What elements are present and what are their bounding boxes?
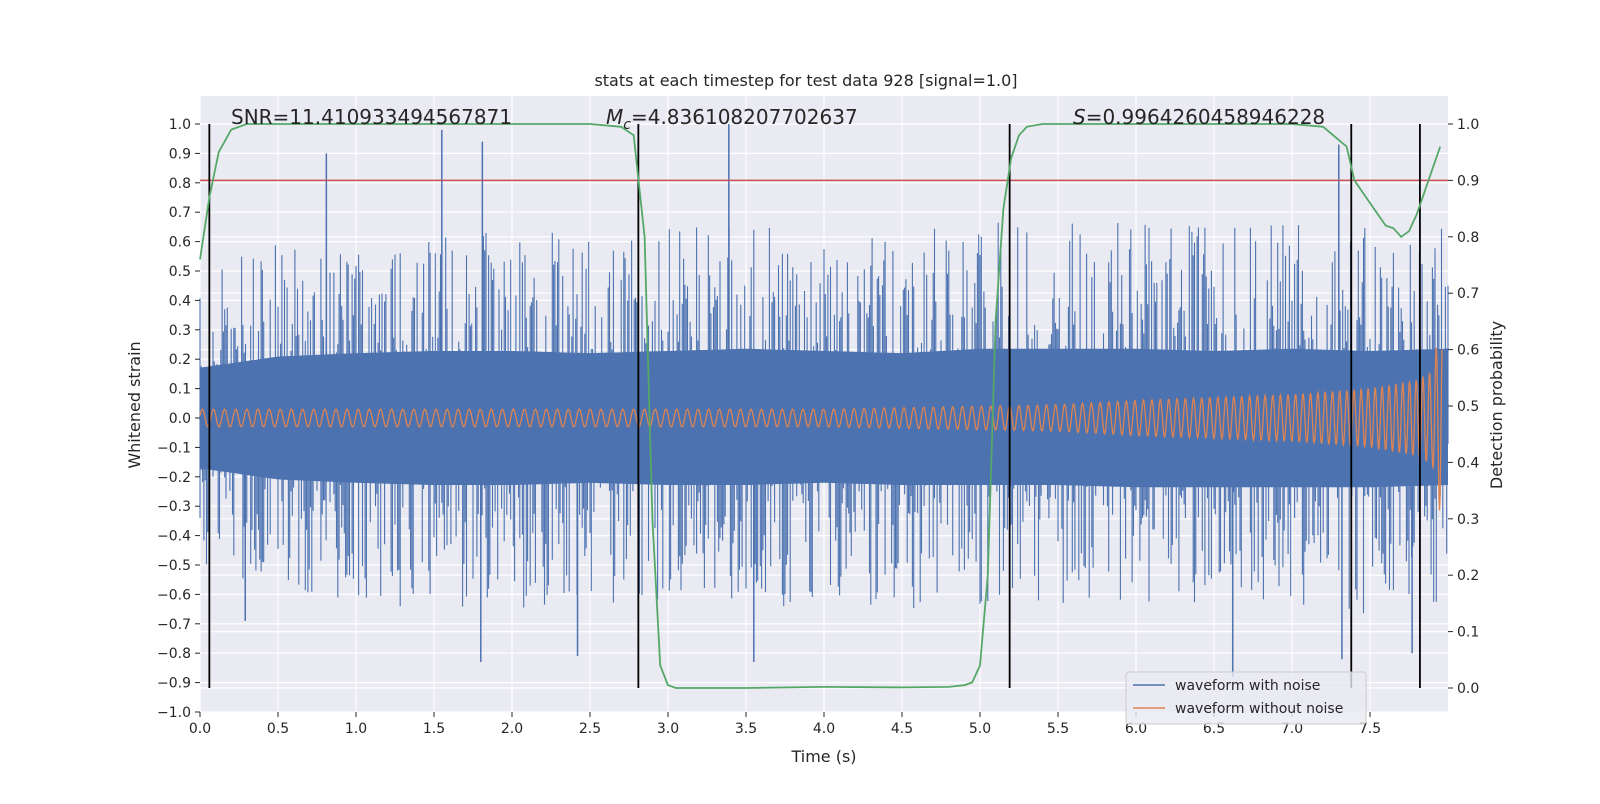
series-waveform-without-noise [199, 347, 1443, 511]
score-value: =0.9964260458946228 [1086, 105, 1325, 129]
y-tick-label: −1.0 [157, 705, 191, 721]
chirp-mass-symbol: M [606, 105, 623, 129]
y-right-tick-label: 1.0 [1457, 117, 1479, 133]
y-tick-label: 0.4 [169, 293, 191, 309]
x-tick-label: 7.5 [1359, 721, 1381, 737]
y-tick-label: −0.2 [157, 470, 191, 486]
axis-ticks: 0.0 0.5 1.0 1.5 2.0 2.5 3.0 3.5 4.0 4.5 5.0 5.5 6.0 6… [157, 117, 1479, 737]
score-symbol: S [1073, 105, 1086, 129]
y-right-tick-label: 0.3 [1457, 512, 1479, 528]
y-right-tick-label: 0.0 [1457, 681, 1479, 697]
legend: waveform with noise waveform without noi… [1125, 671, 1367, 725]
series-detection-probability [199, 123, 1442, 689]
snr-annotation: SNR=11.410933494567871 [231, 105, 512, 129]
y-tick-label: −0.7 [157, 617, 191, 633]
x-tick-label: 3.0 [657, 721, 679, 737]
y-tick-label: −0.8 [157, 646, 191, 662]
x-axis-label: Time (s) [790, 747, 856, 766]
legend-label-noise: waveform with noise [1175, 678, 1320, 694]
y-axis-label: Whitened strain [125, 341, 144, 468]
y-tick-label: −0.1 [157, 440, 191, 456]
y-tick-label: 0.3 [169, 323, 191, 339]
y-right-tick-label: 0.4 [1457, 455, 1479, 471]
x-tick-label: 4.0 [813, 721, 835, 737]
x-tick-label: 7.0 [1281, 721, 1303, 737]
y-tick-label: 0.1 [169, 382, 191, 398]
x-tick-label: 4.5 [891, 721, 913, 737]
y-axis-right-label: Detection probability [1487, 321, 1506, 489]
y-right-tick-label: 0.2 [1457, 568, 1479, 584]
y-tick-label: 0.6 [169, 235, 191, 251]
chart-title: stats at each timestep for test data 928… [594, 71, 1017, 90]
x-tick-label: 3.5 [735, 721, 757, 737]
y-tick-label: 0.0 [169, 411, 191, 427]
x-tick-label: 1.0 [345, 721, 367, 737]
x-tick-label: 2.0 [501, 721, 523, 737]
noise-trace [199, 222, 1449, 614]
y-tick-label: 0.5 [169, 264, 191, 280]
y-tick-label: 1.0 [169, 117, 191, 133]
probability-line [199, 123, 1442, 689]
vertical-markers [200, 124, 1448, 688]
y-right-tick-label: 0.7 [1457, 286, 1479, 302]
legend-box [1125, 671, 1367, 725]
y-right-tick-label: 0.8 [1457, 230, 1479, 246]
y-tick-label: 0.8 [169, 176, 191, 192]
y-right-tick-label: 0.1 [1457, 625, 1479, 641]
chirp-mass-value: =4.836108207702637 [631, 105, 858, 129]
y-tick-label: 0.2 [169, 352, 191, 368]
y-right-tick-label: 0.9 [1457, 173, 1479, 189]
y-right-tick-label: 0.6 [1457, 343, 1479, 359]
chirp-mass-annotation: Mc=4.836108207702637 [606, 105, 858, 133]
y-tick-label: −0.3 [157, 499, 191, 515]
series-waveform-with-noise [199, 124, 1449, 677]
y-right-tick-label: 0.5 [1457, 399, 1479, 415]
y-tick-label: −0.6 [157, 587, 191, 603]
x-tick-label: 2.5 [579, 721, 601, 737]
y-tick-label: −0.5 [157, 558, 191, 574]
x-tick-label: 5.0 [969, 721, 991, 737]
y-tick-label: −0.9 [157, 676, 191, 692]
y-tick-label: 0.9 [169, 146, 191, 162]
x-tick-label: 0.5 [267, 721, 289, 737]
clean-trace [199, 347, 1443, 511]
x-tick-label: 6.0 [1125, 721, 1147, 737]
chirp-mass-subscript: c [623, 117, 631, 133]
y-tick-label: −0.4 [157, 529, 191, 545]
score-annotation: S=0.9964260458946228 [1073, 105, 1325, 129]
legend-label-clean: waveform without noise [1175, 701, 1343, 717]
y-tick-label: 0.7 [169, 205, 191, 221]
x-tick-label: 1.5 [423, 721, 445, 737]
x-tick-label: 0.0 [189, 721, 211, 737]
x-tick-label: 6.5 [1203, 721, 1225, 737]
x-tick-label: 5.5 [1047, 721, 1069, 737]
